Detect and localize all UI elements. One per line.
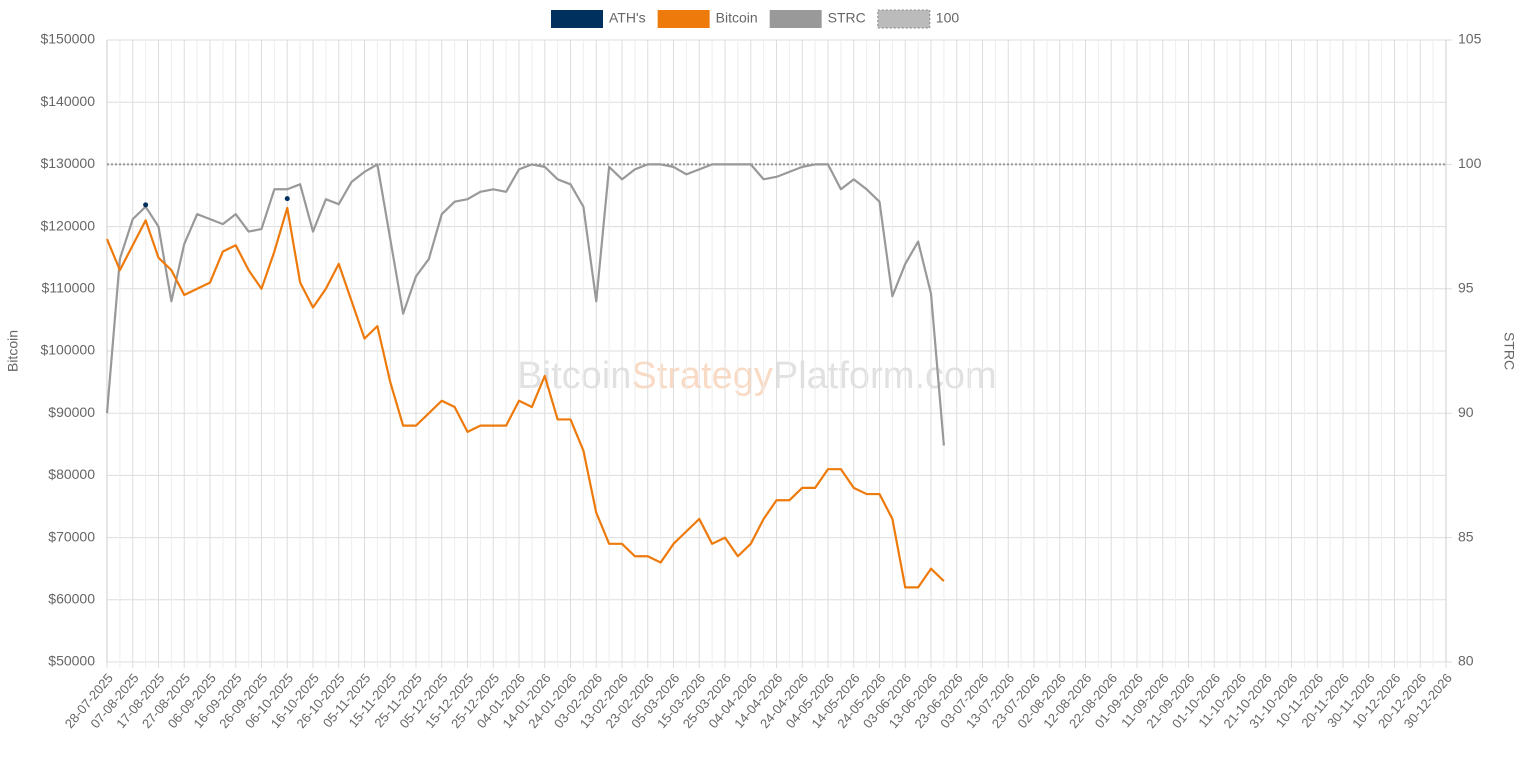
y-tick-label: $150000 — [40, 31, 95, 47]
watermark-part: Strategy — [631, 355, 773, 397]
y2-tick-label: 100 — [1458, 155, 1482, 171]
y-tick-label: $60000 — [48, 591, 95, 607]
legend-swatch — [657, 10, 710, 28]
y-tick-label: $90000 — [48, 404, 95, 420]
y-tick-label: $110000 — [42, 280, 96, 296]
series-line — [105, 163, 945, 446]
y-tick-label: $140000 — [40, 93, 95, 109]
y2-tick-label: 85 — [1458, 528, 1474, 544]
y-tick-label: $70000 — [48, 528, 95, 544]
y-tick-label: $120000 — [40, 217, 95, 233]
ath-point — [284, 196, 290, 202]
legend-swatch — [769, 10, 822, 28]
legend-swatch — [877, 9, 931, 29]
legend-label: 100 — [936, 10, 960, 26]
watermark-part: Platform.com — [773, 355, 997, 397]
legend-label: ATH's — [609, 10, 646, 26]
y2-tick-label: 90 — [1458, 404, 1474, 420]
y-axis-title: Bitcoin — [5, 330, 21, 372]
watermark-part: Bitcoin — [517, 355, 631, 397]
y-tick-label: $130000 — [40, 155, 95, 171]
watermark: BitcoinStrategyPlatform.com — [517, 355, 996, 397]
series-line — [105, 206, 945, 589]
legend-label: STRC — [828, 10, 866, 26]
y2-tick-label: 80 — [1458, 653, 1474, 669]
y-tick-label: $50000 — [48, 653, 95, 669]
legend-swatch — [551, 10, 603, 28]
y2-axis-title: STRC — [1501, 332, 1517, 370]
y-tick-label: $100000 — [40, 342, 95, 358]
ath-point — [143, 202, 149, 208]
y-tick-label: $80000 — [48, 466, 95, 482]
y2-tick-label: 105 — [1458, 31, 1482, 47]
legend-label: Bitcoin — [716, 10, 758, 26]
y2-tick-label: 95 — [1458, 280, 1474, 296]
